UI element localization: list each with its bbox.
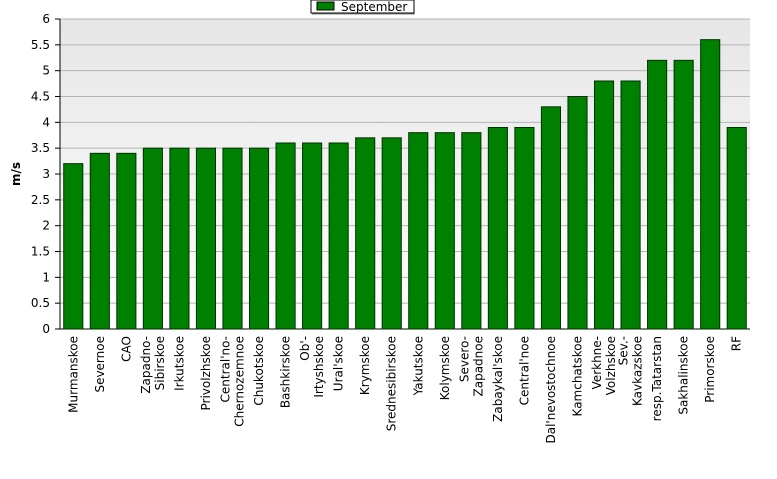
bar	[63, 163, 84, 330]
x-tick-label: Dal'nevostochnoe	[544, 336, 558, 444]
legend-label: September	[341, 0, 407, 14]
x-tick-label: Chukotskoe	[252, 336, 266, 406]
x-tick-label: Primorskoe	[703, 336, 717, 403]
y-tick-label: 2.5	[31, 193, 50, 207]
bar	[700, 39, 721, 330]
y-tick-label: 5	[42, 64, 50, 78]
x-tick-label: resp.Tatarstan	[650, 336, 664, 421]
bar	[726, 127, 747, 330]
bar	[302, 142, 323, 330]
y-tick-label: 4	[42, 115, 50, 129]
bar	[169, 147, 190, 330]
bar	[116, 152, 137, 330]
legend-swatch	[316, 1, 335, 11]
x-tick-label: Zapadno-Sibirskoe	[139, 336, 167, 394]
x-tick-label: Krymskoe	[358, 336, 372, 395]
bar	[593, 80, 615, 330]
y-tick-label: 4.5	[31, 90, 50, 104]
bar	[620, 80, 641, 330]
bar	[275, 142, 296, 330]
x-tick-label: Irkutskoe	[172, 336, 186, 391]
bar	[408, 132, 429, 330]
y-tick-label: 1	[42, 270, 50, 284]
bar	[461, 132, 482, 330]
y-tick-label: 0	[42, 322, 50, 336]
y-tick-label: 2	[42, 219, 50, 233]
x-tick-label: RF	[730, 336, 744, 351]
x-tick-label: Verkhne-Volzhskoe	[590, 336, 618, 395]
bar	[647, 59, 668, 330]
bar	[487, 127, 508, 330]
bar	[381, 137, 402, 330]
bar	[514, 127, 535, 330]
x-tick-label: Bashkirskoe	[279, 336, 293, 408]
bar	[222, 147, 243, 330]
y-tick-label: 1.5	[31, 245, 50, 259]
x-tick-label: Severo-Zapadnoe	[457, 336, 485, 397]
x-tick-label: Sev.-Kavkazskoe	[617, 336, 645, 406]
y-tick-label: 6	[42, 12, 50, 26]
bar	[355, 137, 376, 330]
legend: September	[310, 0, 415, 15]
x-tick-label: Central'noe	[517, 336, 531, 405]
legend-box	[310, 0, 415, 14]
x-tick-label: Privolzhskoe	[199, 336, 213, 410]
bar	[434, 132, 455, 330]
x-tick-label: Severnoe	[93, 336, 107, 393]
y-tick-label: 3	[42, 167, 50, 181]
bar	[540, 106, 562, 330]
bar	[328, 142, 349, 330]
x-tick-label: Central'no-Chernozemnoe	[219, 336, 247, 427]
x-tick-label: Ob'-Irtyshskoe	[298, 336, 326, 398]
y-tick-label: 5.5	[31, 38, 50, 52]
x-tick-label: Zabaykal'skoe	[491, 336, 505, 422]
x-tick-label: CAO	[119, 336, 133, 362]
x-tick-label: Sakhalinskoe	[677, 336, 691, 415]
y-tick-label: 0.5	[31, 296, 50, 310]
x-tick-label: Ural'skoe	[332, 336, 346, 391]
bar	[89, 152, 110, 330]
bar	[673, 59, 694, 330]
bar	[195, 147, 217, 330]
bar	[142, 147, 163, 330]
x-tick-label: Yakutskoe	[411, 336, 425, 396]
y-tick-label: 3.5	[31, 141, 50, 155]
bar	[567, 96, 588, 330]
y-axis-label: m/s	[9, 162, 23, 186]
x-tick-label: Murmanskoe	[66, 336, 80, 413]
x-tick-label: Kolymskoe	[438, 336, 452, 400]
x-tick-label: Kamchatskoe	[571, 336, 585, 416]
bar	[248, 147, 270, 330]
x-tick-label: Srednesibirskoe	[385, 336, 399, 431]
